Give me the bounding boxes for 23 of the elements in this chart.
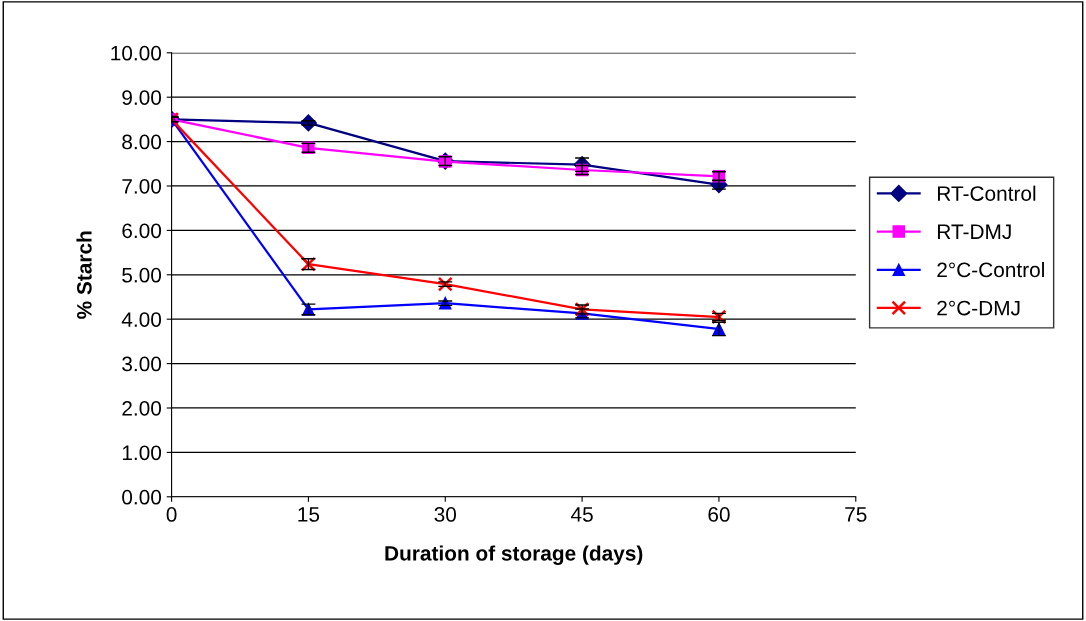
y-tick-label: 1.00 xyxy=(122,445,162,461)
y-axis-title: % Starch xyxy=(76,231,92,319)
y-tick-label: 5.00 xyxy=(122,267,162,283)
x-tick-label: 75 xyxy=(845,507,867,522)
y-tick-label: 6.00 xyxy=(122,223,162,239)
x-tick-label: 15 xyxy=(298,507,320,522)
legend-label: RT-DMJ xyxy=(937,224,1011,240)
x-tick-label: 60 xyxy=(708,507,730,522)
y-tick-label: 4.00 xyxy=(121,312,162,327)
y-tick-label: 3.00 xyxy=(122,356,162,372)
x-tick-label: 30 xyxy=(434,507,457,522)
legend-label: 2°C-Control xyxy=(937,261,1044,278)
legend-label: RT-Control xyxy=(937,185,1036,201)
legend-label: 2°C-DMJ xyxy=(937,300,1020,316)
x-tick-label: 45 xyxy=(570,507,593,522)
y-tick-label: 7.00 xyxy=(122,178,162,194)
x-axis-title: Duration of storage (days) xyxy=(385,545,643,565)
y-tick-label: 8.00 xyxy=(122,134,162,150)
y-tick-label: 10.00 xyxy=(111,45,162,61)
y-tick-label: 0.00 xyxy=(122,489,162,505)
y-tick-label: 9.00 xyxy=(122,90,162,105)
x-tick-label: 0 xyxy=(166,507,177,522)
y-tick-label: 2.00 xyxy=(122,401,162,416)
